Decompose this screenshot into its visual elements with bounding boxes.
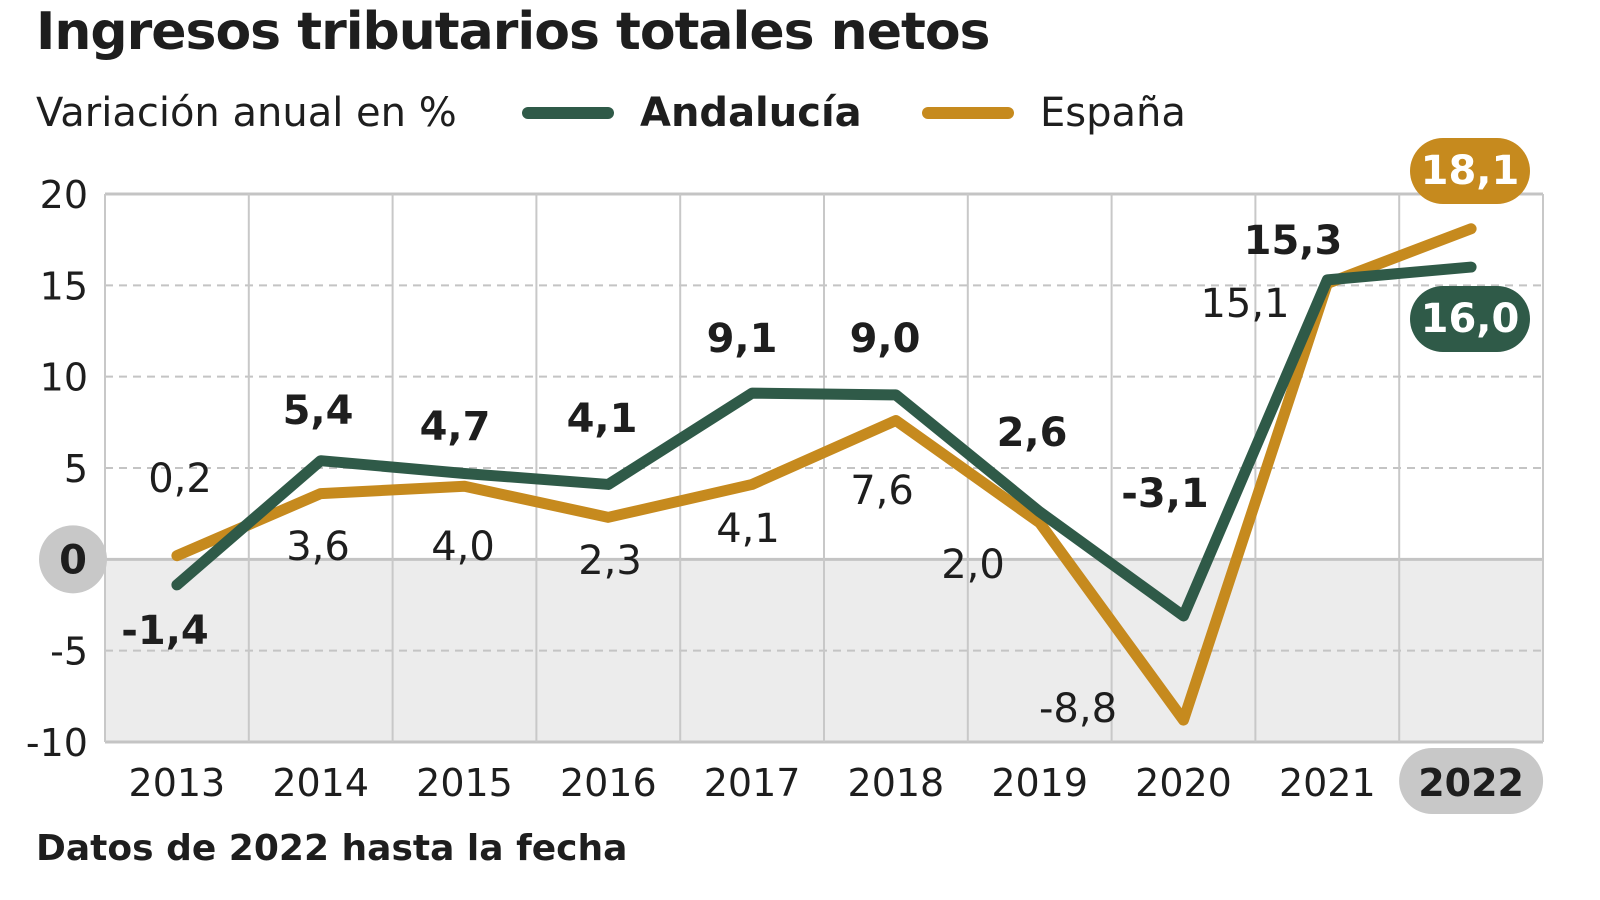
end-value-pill — [1410, 138, 1530, 204]
chart-title: Ingresos tributarios totales netos — [36, 2, 990, 62]
data-label-espana: 3,6 — [286, 524, 350, 570]
x-tick-label: 2019 — [991, 761, 1088, 805]
footnote: Datos de 2022 hasta la fecha — [36, 828, 628, 869]
data-label-espana: 2,0 — [941, 542, 1005, 588]
legend-swatch-espana — [922, 107, 1014, 119]
y-tick-label: -5 — [50, 630, 88, 674]
x-tick-label: 2016 — [560, 761, 657, 805]
end-value-pill — [1410, 286, 1530, 352]
x-tick-label: 2020 — [1135, 761, 1232, 805]
legend-label-andalucia: Andalucía — [640, 90, 862, 136]
y-tick-label: 15 — [40, 264, 88, 308]
data-label-andalucia: 5,4 — [283, 388, 354, 434]
data-label-andalucia: 4,7 — [420, 404, 491, 450]
data-label-espana: 0,2 — [148, 456, 212, 502]
x-tick-label: 2018 — [848, 761, 945, 805]
legend-andalucia: Andalucía — [522, 90, 862, 136]
data-label-andalucia: -3,1 — [1121, 471, 1208, 517]
legend-label-espana: España — [1040, 90, 1186, 136]
x-tick-label: 2015 — [416, 761, 513, 805]
x-tick-label: 2022 — [1418, 761, 1524, 805]
x-tick-label: 2017 — [704, 761, 801, 805]
x-tick-label: 2021 — [1279, 761, 1376, 805]
data-label-espana: 7,6 — [850, 468, 914, 514]
y-tick-label: 0 — [59, 537, 87, 583]
y-tick-label: 20 — [40, 173, 88, 217]
zero-highlight — [39, 525, 107, 594]
data-label-espana: 2,3 — [578, 538, 642, 584]
y-tick-label: -10 — [26, 721, 88, 765]
data-label-espana: 18,1 — [1421, 148, 1520, 194]
chart-subtitle: Variación anual en % — [36, 90, 457, 136]
data-label-andalucia: 16,0 — [1421, 296, 1520, 342]
y-tick-label: 5 — [64, 447, 88, 491]
legend-swatch-andalucia — [522, 107, 614, 119]
data-label-espana: 4,0 — [431, 524, 495, 570]
data-label-andalucia: -1,4 — [121, 608, 208, 654]
data-label-andalucia: 9,1 — [707, 316, 778, 362]
y-tick-label: 10 — [40, 356, 88, 400]
data-label-andalucia: 15,3 — [1244, 218, 1343, 264]
data-label-espana: 15,1 — [1200, 281, 1289, 327]
legend-espana: España — [922, 90, 1186, 136]
x-tick-label: 2013 — [129, 761, 226, 805]
data-label-andalucia: 2,6 — [997, 410, 1068, 456]
data-label-andalucia: 9,0 — [850, 316, 921, 362]
data-label-espana: -8,8 — [1039, 686, 1117, 732]
data-label-espana: 4,1 — [716, 506, 780, 552]
x-tick-label: 2014 — [272, 761, 369, 805]
series-line-andalucia — [171, 261, 1477, 622]
series-line-espana — [171, 223, 1477, 726]
data-label-andalucia: 4,1 — [567, 396, 638, 442]
highlight-pill — [1399, 748, 1544, 814]
